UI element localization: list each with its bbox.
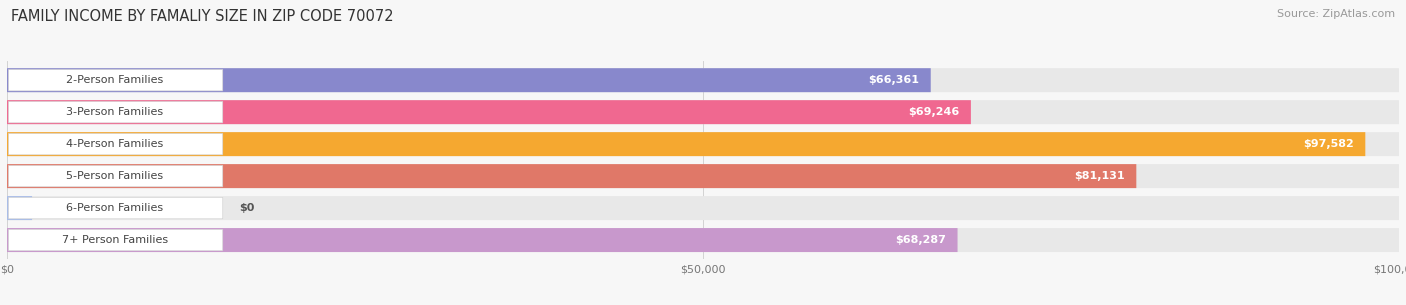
Text: Source: ZipAtlas.com: Source: ZipAtlas.com: [1277, 9, 1395, 19]
Text: $81,131: $81,131: [1074, 171, 1125, 181]
Text: $0: $0: [239, 203, 254, 213]
FancyBboxPatch shape: [7, 68, 931, 92]
FancyBboxPatch shape: [8, 229, 222, 251]
Text: $66,361: $66,361: [869, 75, 920, 85]
FancyBboxPatch shape: [7, 196, 1399, 220]
Text: 4-Person Families: 4-Person Families: [66, 139, 163, 149]
Text: $68,287: $68,287: [896, 235, 946, 245]
FancyBboxPatch shape: [7, 228, 957, 252]
FancyBboxPatch shape: [8, 102, 222, 123]
Text: $69,246: $69,246: [908, 107, 960, 117]
FancyBboxPatch shape: [7, 164, 1136, 188]
Text: 2-Person Families: 2-Person Families: [66, 75, 163, 85]
FancyBboxPatch shape: [8, 197, 222, 219]
FancyBboxPatch shape: [7, 100, 1399, 124]
FancyBboxPatch shape: [7, 132, 1365, 156]
FancyBboxPatch shape: [7, 164, 1399, 188]
Text: $97,582: $97,582: [1303, 139, 1354, 149]
FancyBboxPatch shape: [8, 70, 222, 91]
FancyBboxPatch shape: [8, 165, 222, 187]
Text: 3-Person Families: 3-Person Families: [66, 107, 163, 117]
Text: 5-Person Families: 5-Person Families: [66, 171, 163, 181]
FancyBboxPatch shape: [8, 133, 222, 155]
FancyBboxPatch shape: [7, 132, 1399, 156]
Text: 7+ Person Families: 7+ Person Families: [62, 235, 167, 245]
Text: FAMILY INCOME BY FAMALIY SIZE IN ZIP CODE 70072: FAMILY INCOME BY FAMALIY SIZE IN ZIP COD…: [11, 9, 394, 24]
FancyBboxPatch shape: [7, 100, 972, 124]
Text: 6-Person Families: 6-Person Families: [66, 203, 163, 213]
FancyBboxPatch shape: [7, 228, 1399, 252]
FancyBboxPatch shape: [7, 196, 32, 220]
FancyBboxPatch shape: [7, 68, 1399, 92]
